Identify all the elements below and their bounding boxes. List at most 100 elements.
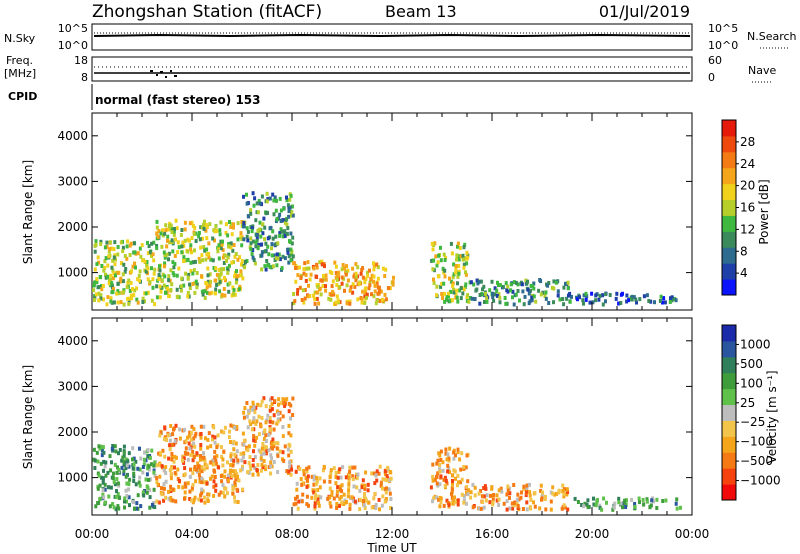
data-cell (431, 267, 435, 272)
data-cell (450, 251, 454, 256)
data-cell (289, 472, 293, 477)
data-cell (329, 297, 333, 302)
data-cell (291, 413, 295, 417)
data-cell (451, 275, 455, 280)
data-cell (281, 414, 285, 419)
data-cell (173, 471, 177, 475)
data-cell (199, 498, 203, 503)
nsky-tick-top: 10^5 (58, 22, 88, 35)
data-cell (113, 444, 117, 449)
data-cell (275, 263, 279, 268)
data-cell (290, 249, 294, 254)
data-cell (435, 263, 439, 268)
data-cell (348, 301, 352, 306)
data-cell (126, 280, 130, 285)
data-cell (218, 280, 222, 285)
data-cell (525, 281, 529, 286)
data-cell (126, 296, 130, 301)
data-cell (234, 252, 238, 256)
data-cell (655, 506, 659, 510)
data-cell (226, 460, 229, 465)
data-cell (240, 237, 244, 241)
data-cell (152, 258, 156, 263)
data-cell (460, 492, 464, 497)
data-cell (493, 292, 497, 297)
data-cell (132, 241, 136, 246)
data-cell (190, 485, 194, 490)
data-cell (121, 272, 125, 277)
data-cell (194, 431, 198, 436)
data-cell (272, 212, 276, 217)
data-cell (450, 491, 453, 496)
data-cell (257, 448, 261, 453)
data-cell (164, 223, 168, 228)
data-cell (295, 494, 299, 499)
data-cell (544, 507, 548, 512)
data-cell (501, 285, 505, 289)
data-cell (236, 237, 240, 242)
data-cell (127, 278, 131, 283)
data-cell (164, 471, 168, 475)
data-cell (126, 459, 130, 464)
data-cell (470, 296, 474, 301)
data-cell (195, 282, 199, 287)
data-cell (285, 469, 289, 474)
data-cell (100, 475, 103, 480)
data-cell (155, 243, 159, 248)
data-cell (197, 464, 201, 469)
data-cell (451, 498, 455, 503)
data-cell (338, 484, 342, 489)
data-cell (106, 274, 110, 279)
data-cell (157, 500, 161, 505)
data-cell (295, 481, 299, 486)
data-cell (193, 225, 197, 230)
data-cell (194, 231, 198, 236)
data-cell (278, 257, 282, 262)
colorbar-segment (722, 183, 736, 201)
data-cell (312, 482, 316, 487)
data-cell (167, 456, 171, 461)
data-cell (302, 472, 306, 477)
data-cell (203, 458, 207, 463)
data-cell (146, 240, 149, 245)
data-cell (312, 474, 316, 479)
data-cell (155, 231, 159, 236)
data-cell (242, 451, 246, 456)
data-cell (565, 487, 569, 492)
data-cell (625, 498, 628, 503)
data-cell (530, 298, 534, 303)
data-cell (146, 485, 150, 490)
data-cell (366, 488, 370, 493)
data-cell (294, 496, 297, 501)
data-cell (119, 240, 123, 245)
data-cell (147, 244, 151, 249)
data-cell (232, 458, 236, 463)
data-cell (561, 488, 565, 493)
data-cell (383, 292, 387, 297)
data-cell (638, 297, 642, 302)
data-cell (615, 291, 619, 296)
data-cell (457, 480, 460, 485)
data-cell (139, 504, 143, 509)
data-cell (582, 293, 586, 298)
data-cell (133, 250, 137, 255)
data-cell (226, 478, 230, 483)
data-cell (455, 288, 459, 293)
data-cell (278, 231, 282, 236)
data-cell (262, 437, 266, 441)
data-cell (230, 474, 234, 478)
data-cell (192, 436, 196, 441)
data-cell (205, 247, 209, 252)
data-cell (156, 482, 160, 487)
data-cell (260, 452, 263, 457)
data-cell (186, 457, 190, 462)
data-cell (506, 484, 510, 489)
data-cell (570, 294, 573, 299)
data-cell (245, 192, 248, 197)
data-cell (439, 284, 443, 289)
data-cell (235, 269, 238, 274)
data-cell (128, 296, 132, 301)
data-cell (525, 507, 529, 512)
data-cell (132, 500, 135, 504)
data-cell (270, 242, 274, 247)
